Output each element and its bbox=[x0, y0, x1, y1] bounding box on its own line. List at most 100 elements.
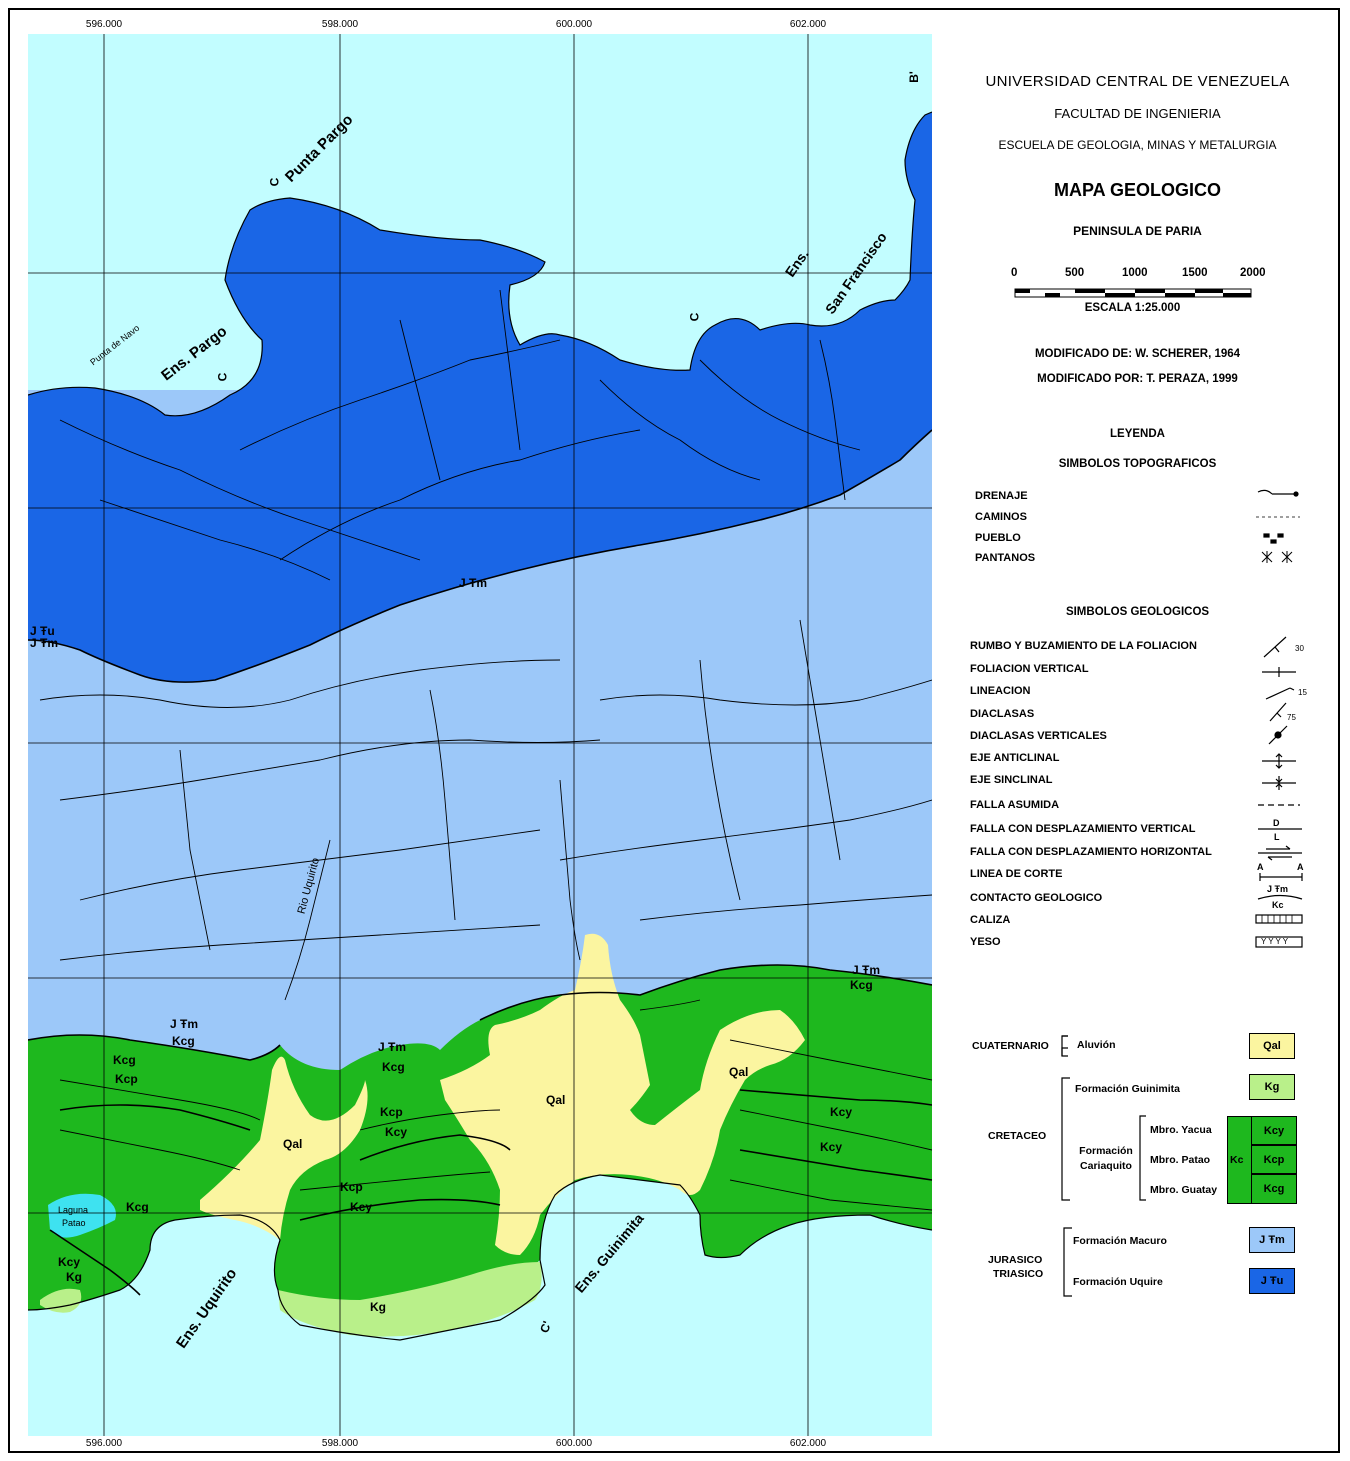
contacto-symbol bbox=[1257, 894, 1303, 900]
uquire-label: Formación Uquire bbox=[1073, 1276, 1163, 1288]
yeso-symbol bbox=[1255, 936, 1303, 948]
legend-title: LEYENDA bbox=[1110, 428, 1165, 440]
legend-yeso: YESO bbox=[970, 936, 1001, 948]
coordinate-grid bbox=[28, 34, 932, 1436]
legend-falla-vertical: FALLA CON DESPLAZAMIENTO VERTICAL bbox=[970, 823, 1196, 835]
falla-horizontal-symbol bbox=[1258, 845, 1302, 861]
contact-top-label: J Ŧm bbox=[1267, 884, 1289, 894]
cuaternario-label: CUATERNARIO bbox=[972, 1040, 1049, 1052]
scale-tick-1500: 1500 bbox=[1182, 267, 1208, 279]
label-jtu-1: J Ŧu bbox=[30, 624, 55, 638]
cariaquito-label: Formación Cariaquito bbox=[1079, 1145, 1133, 1172]
label-laguna: Laguna bbox=[58, 1205, 89, 1215]
contact-bottom-label: Kc bbox=[1272, 900, 1284, 910]
aluvion-area-central[interactable] bbox=[440, 933, 805, 1255]
lineation-number: 15 bbox=[1298, 688, 1307, 697]
yacua-label: Mbro. Yacua bbox=[1150, 1124, 1212, 1136]
legend-symbols bbox=[1061, 489, 1303, 1297]
diaclasas-symbol bbox=[1269, 702, 1287, 722]
legend-falla-horizontal: FALLA CON DESPLAZAMIENTO HORIZONTAL bbox=[970, 846, 1212, 858]
scale-tick-1000: 1000 bbox=[1122, 267, 1148, 279]
swatch-jtu: J Ŧu bbox=[1249, 1268, 1295, 1294]
drenaje-symbol bbox=[1257, 489, 1296, 495]
label-c-1: C bbox=[267, 177, 282, 187]
label-qal-3: Qal bbox=[729, 1065, 749, 1079]
eje-sinclinal-symbol bbox=[1262, 776, 1296, 790]
label-kcy-5: Kcy bbox=[58, 1255, 81, 1269]
swatch-kcp: Kcp bbox=[1251, 1145, 1297, 1174]
fault-d: D bbox=[1273, 818, 1280, 828]
label-kcg-1: Kcg bbox=[113, 1053, 136, 1067]
label-kg-1: Kg bbox=[370, 1300, 386, 1314]
scale-label: ESCALA 1:25.000 bbox=[1084, 302, 1181, 314]
topo-symbols-title: SIMBOLOS TOPOGRAFICOS bbox=[1058, 458, 1217, 470]
school-title: ESCUELA DE GEOLOGIA, MINAS Y METALURGIA bbox=[998, 138, 1277, 152]
grid-tick-598: 598.000 bbox=[321, 19, 359, 30]
scale-tick-0: 0 bbox=[1011, 267, 1018, 279]
swatch-jtm: J Ŧm bbox=[1249, 1227, 1295, 1253]
cretaceo-label: CRETACEO bbox=[988, 1130, 1047, 1142]
fault-l: L bbox=[1274, 832, 1280, 842]
grid-tick-600-bottom: 600.000 bbox=[555, 1438, 593, 1449]
aluvion-area[interactable] bbox=[200, 1056, 368, 1240]
foliacion-symbol bbox=[1263, 636, 1287, 658]
label-qal-1: Qal bbox=[283, 1137, 303, 1151]
modified-from: MODIFICADO DE: W. SCHERER, 1964 bbox=[1034, 348, 1241, 360]
grid-tick-600: 600.000 bbox=[555, 19, 593, 30]
cut-a-left: A bbox=[1257, 862, 1264, 872]
legend-linea-corte: LINEA DE CORTE bbox=[970, 868, 1063, 880]
label-jtm-1: J Ŧm bbox=[30, 636, 59, 650]
uquire-formation-area[interactable] bbox=[28, 112, 932, 683]
label-kcp-3: Kcp bbox=[340, 1180, 363, 1194]
linea-corte-symbol bbox=[1259, 873, 1303, 881]
legend-falla-asumida: FALLA ASUMIDA bbox=[970, 799, 1060, 811]
map-title: MAPA GEOLOGICO bbox=[1053, 180, 1221, 200]
kc-code: Kc bbox=[1230, 1154, 1244, 1166]
drainage-network bbox=[39, 289, 932, 1211]
coastline bbox=[28, 111, 932, 417]
scale-tick-2000: 2000 bbox=[1240, 267, 1266, 279]
label-jtm-2: J Ŧm bbox=[459, 576, 488, 590]
guinimita-label: Formación Guinimita bbox=[1075, 1083, 1181, 1095]
label-qal-2: Qal bbox=[546, 1093, 566, 1107]
guinimita-formation-area[interactable] bbox=[278, 1262, 542, 1337]
scale-tick-500: 500 bbox=[1065, 267, 1085, 279]
legend-contacto: CONTACTO GEOLOGICO bbox=[970, 892, 1103, 904]
south-coastline bbox=[28, 1174, 932, 1341]
legend-pantanos: PANTANOS bbox=[975, 552, 1036, 564]
geologic-contacts bbox=[28, 429, 932, 1296]
label-c-2: C bbox=[215, 372, 230, 382]
label-kcy-4: Kcy bbox=[820, 1140, 843, 1154]
legend-foliacion: RUMBO Y BUZAMIENTO DE LA FOLIACION bbox=[970, 640, 1197, 652]
label-kg-2: Kg bbox=[66, 1270, 82, 1284]
foliacion-vertical-symbol bbox=[1262, 667, 1296, 677]
guinimita-formation-area-west[interactable] bbox=[40, 1288, 82, 1313]
laguna-patao[interactable] bbox=[48, 1193, 116, 1238]
triasico-label: TRIASICO bbox=[993, 1268, 1044, 1280]
pueblo-symbol bbox=[1263, 533, 1284, 544]
grid-tick-602-bottom: 602.000 bbox=[789, 1438, 827, 1449]
legend-diaclasas-verticales: DIACLASAS VERTICALES bbox=[970, 730, 1107, 742]
university-title: UNIVERSIDAD CENTRAL DE VENEZUELA bbox=[985, 73, 1290, 90]
modified-by: MODIFICADO POR: T. PERAZA, 1999 bbox=[1037, 373, 1238, 385]
cariaquito-bracket bbox=[1139, 1115, 1146, 1201]
legend-pueblo: PUEBLO bbox=[975, 532, 1021, 544]
label-kcg-3: Kcg bbox=[382, 1060, 405, 1074]
aluvion-label: Aluvión bbox=[1077, 1039, 1116, 1051]
map-subtitle: PENINSULA DE PARIA bbox=[1073, 224, 1202, 238]
label-kcp-2: Kcp bbox=[380, 1105, 403, 1119]
grid-tick-602: 602.000 bbox=[789, 19, 827, 30]
foliation-dip-number: 30 bbox=[1295, 644, 1304, 653]
legend-eje-anticlinal: EJE ANTICLINAL bbox=[970, 752, 1060, 764]
legend-diaclasas: DIACLASAS bbox=[970, 708, 1035, 720]
lineacion-symbol bbox=[1265, 687, 1295, 700]
jurasico-label: JURASICO bbox=[988, 1254, 1043, 1266]
legend-lineacion: LINEACION bbox=[970, 685, 1031, 697]
legend-panel: UNIVERSIDAD CENTRAL DE VENEZUELA FACULTA… bbox=[935, 60, 1340, 1440]
label-c-3: C bbox=[687, 312, 702, 322]
cretaceo-bracket bbox=[1061, 1077, 1070, 1201]
swatch-kg: Kg bbox=[1249, 1074, 1295, 1100]
swatch-kcy: Kcy bbox=[1251, 1116, 1297, 1145]
patao-label: Mbro. Patao bbox=[1150, 1154, 1211, 1166]
